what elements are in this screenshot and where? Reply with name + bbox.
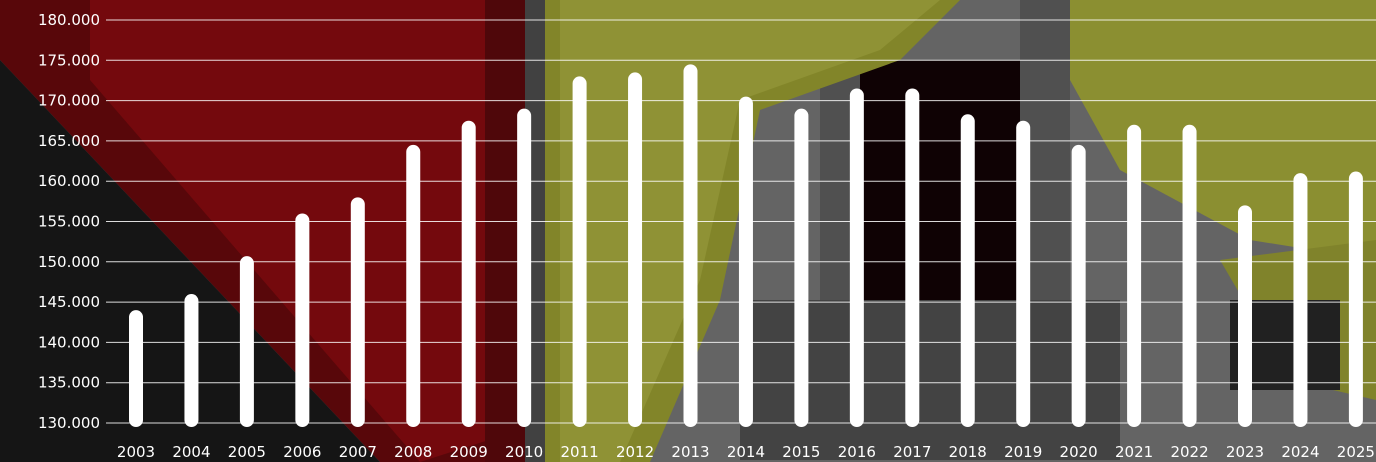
bar-2024 — [1293, 173, 1308, 427]
bar-2006 — [295, 213, 310, 427]
x-tick-label: 2006 — [283, 443, 321, 461]
x-tick-label: 2003 — [117, 443, 155, 461]
bar-2009 — [461, 120, 476, 427]
y-tick-label: 155.000 — [38, 213, 100, 231]
bar-2012 — [628, 72, 643, 427]
x-tick-label: 2021 — [1115, 443, 1153, 461]
x-tick-label: 2012 — [616, 443, 654, 461]
x-tick-label: 2013 — [671, 443, 709, 461]
x-tick-label: 2004 — [172, 443, 210, 461]
y-tick-label: 175.000 — [38, 51, 100, 69]
bar-2020 — [1071, 144, 1086, 427]
x-tick-label: 2010 — [505, 443, 543, 461]
bar-2019 — [1016, 120, 1031, 427]
y-tick-label: 150.000 — [38, 253, 100, 271]
x-tick-label: 2015 — [782, 443, 820, 461]
y-tick-label: 140.000 — [38, 333, 100, 351]
bar-2022 — [1182, 124, 1197, 427]
bar-2025 — [1348, 171, 1363, 427]
x-tick-label: 2011 — [561, 443, 599, 461]
y-tick-label: 170.000 — [38, 92, 100, 110]
bar-2016 — [849, 88, 864, 427]
bar-2004 — [184, 294, 199, 427]
x-axis-ticks: 2003 2004 2005 2006 2007 2008 2009 2010 2011 2012… — [117, 443, 1375, 461]
bars — [129, 64, 1363, 428]
y-tick-label: 180.000 — [38, 11, 100, 29]
x-tick-label: 2009 — [450, 443, 488, 461]
y-tick-label: 135.000 — [38, 374, 100, 392]
bar-2014 — [738, 96, 753, 427]
bar-2015 — [794, 108, 809, 427]
x-tick-label: 2019 — [1004, 443, 1042, 461]
y-tick-label: 160.000 — [38, 172, 100, 190]
x-tick-label: 2018 — [949, 443, 987, 461]
bar-2010 — [517, 108, 532, 427]
bar-2003 — [129, 310, 143, 427]
bar-2008 — [406, 144, 421, 427]
x-tick-label: 2023 — [1226, 443, 1264, 461]
bar-2013 — [683, 64, 698, 427]
bar-2005 — [239, 256, 254, 427]
x-tick-label: 2017 — [893, 443, 931, 461]
x-tick-label: 2016 — [838, 443, 876, 461]
x-tick-label: 2007 — [339, 443, 377, 461]
x-tick-label: 2020 — [1060, 443, 1098, 461]
x-tick-label: 2025 — [1337, 443, 1375, 461]
x-tick-label: 2005 — [228, 443, 266, 461]
x-tick-label: 2008 — [394, 443, 432, 461]
bar-2021 — [1127, 124, 1142, 427]
y-axis-ticks: 130.000 135.000 140.000 145.000 150.000 155.0… — [38, 11, 100, 432]
bar-2017 — [905, 88, 920, 427]
x-tick-label: 2024 — [1281, 443, 1319, 461]
bar-2007 — [350, 197, 365, 427]
y-tick-label: 165.000 — [38, 132, 100, 150]
y-tick-label: 145.000 — [38, 293, 100, 311]
y-tick-label: 130.000 — [38, 414, 100, 432]
bar-2011 — [572, 76, 587, 428]
bar-2023 — [1238, 205, 1252, 427]
bar-2018 — [960, 114, 975, 427]
x-tick-label: 2022 — [1170, 443, 1208, 461]
x-tick-label: 2014 — [727, 443, 765, 461]
